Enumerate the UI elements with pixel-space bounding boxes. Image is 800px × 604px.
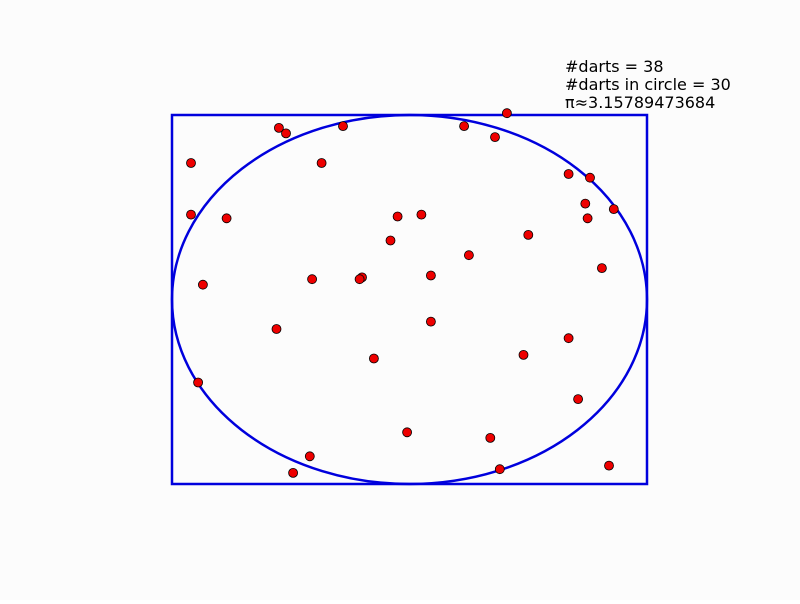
dart-points (186, 108, 619, 478)
dart-point-4 (459, 121, 470, 131)
dart-point-22 (425, 270, 436, 281)
dart-point-7 (186, 158, 196, 168)
dart-point-11 (580, 198, 591, 209)
dart-point-33 (573, 394, 583, 405)
dart-point-8 (316, 158, 327, 168)
dart-point-15 (416, 209, 427, 220)
dart-point-9 (563, 169, 574, 179)
dart-point-5 (281, 128, 291, 139)
dart-point-17 (582, 213, 593, 224)
dart-point-23 (307, 274, 318, 285)
dart-point-27 (425, 316, 436, 327)
dart-point-1 (501, 108, 512, 119)
dart-point-37 (494, 464, 505, 475)
dart-point-12 (608, 204, 619, 215)
dart-point-16 (392, 211, 403, 222)
dart-point-32 (193, 377, 204, 388)
pi-estimate: π≈3.15789473684 (565, 93, 716, 112)
dart-point-2 (338, 121, 348, 131)
dart-point-10 (585, 172, 595, 183)
dart-point-34 (402, 427, 413, 438)
dart-point-36 (304, 451, 315, 462)
dart-point-38 (288, 467, 299, 478)
dart-point-3 (273, 123, 284, 133)
dart-point-30 (518, 349, 529, 360)
dart-point-26 (197, 279, 208, 290)
dart-point-39 (604, 460, 614, 471)
dart-point-19 (385, 235, 396, 246)
dart-point-14 (221, 213, 232, 224)
dart-point-31 (368, 353, 379, 364)
unit-circle-boundary (170, 113, 649, 486)
dart-point-20 (463, 250, 474, 261)
darts-in-circle-count: #darts in circle = 30 (565, 75, 731, 94)
dart-point-35 (485, 432, 496, 443)
statistics-text: #darts = 38 #darts in circle = 30 π≈3.15… (565, 58, 731, 112)
dart-point-28 (271, 324, 282, 334)
dart-point-6 (490, 132, 500, 143)
dart-point-18 (523, 229, 534, 240)
dart-point-25 (354, 274, 365, 285)
dart-point-21 (597, 263, 607, 274)
dart-point-29 (563, 333, 574, 344)
darts-count: #darts = 38 (565, 57, 664, 76)
dart-point-13 (186, 209, 196, 220)
